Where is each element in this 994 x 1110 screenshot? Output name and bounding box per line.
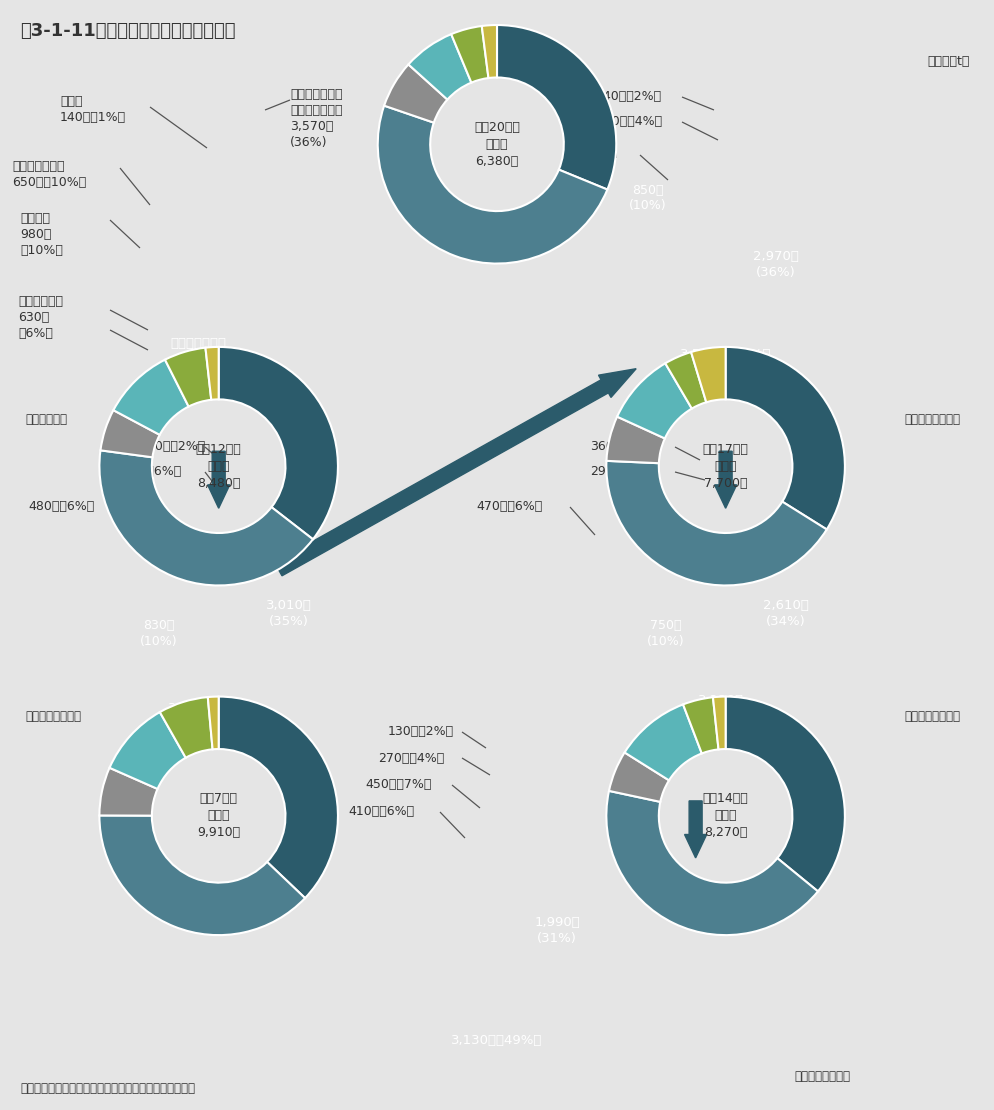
Text: 資料：国土交通省: 資料：国土交通省 <box>904 710 960 723</box>
Text: 340万（4%）: 340万（4%） <box>596 115 662 128</box>
Text: 2,970万
(36%): 2,970万 (36%) <box>752 250 798 279</box>
Wedge shape <box>206 347 219 400</box>
Text: 470万（6%）: 470万（6%） <box>476 500 543 513</box>
Text: 平成12年度
全国計
8,480万: 平成12年度 全国計 8,480万 <box>196 443 242 490</box>
Text: 建設汚泥
980万
（10%）: 建設汚泥 980万 （10%） <box>20 212 63 258</box>
Text: 3,510万（42%）: 3,510万（42%） <box>680 347 771 361</box>
Wedge shape <box>113 360 189 435</box>
Wedge shape <box>409 34 471 100</box>
Text: 平成20年度
全国計
6,380万: 平成20年度 全国計 6,380万 <box>474 121 520 168</box>
Wedge shape <box>606 461 827 585</box>
Wedge shape <box>726 697 845 891</box>
Wedge shape <box>609 753 669 801</box>
Text: 270万（4%）: 270万（4%） <box>378 751 444 765</box>
Wedge shape <box>160 697 213 758</box>
Text: 450万（7%）: 450万（7%） <box>365 778 431 791</box>
Text: 3,530万（41%）: 3,530万（41%） <box>168 703 259 715</box>
Wedge shape <box>497 26 616 190</box>
Wedge shape <box>691 347 726 402</box>
Wedge shape <box>99 768 157 816</box>
Text: 平成14年度
全国計
8,270万: 平成14年度 全国計 8,270万 <box>703 793 748 839</box>
Text: 460万
(6%): 460万 (6%) <box>586 147 617 174</box>
Text: （単位：t）: （単位：t） <box>927 56 970 68</box>
Text: 資料：建設省: 資料：建設省 <box>25 413 67 426</box>
Text: 資料：国土交通省: 資料：国土交通省 <box>904 413 960 426</box>
Polygon shape <box>715 452 737 508</box>
Text: 480万（6%）: 480万（6%） <box>115 465 181 478</box>
Text: 建設発生木材
630万
（6%）: 建設発生木材 630万 （6%） <box>18 295 63 340</box>
Text: 150万（2%）: 150万（2%） <box>140 440 206 453</box>
Text: 資料：国土交通省: 資料：国土交通省 <box>25 710 81 723</box>
Wedge shape <box>100 411 160 457</box>
Wedge shape <box>726 347 845 529</box>
Text: 平成17年度
全国計
7,700万: 平成17年度 全国計 7,700万 <box>703 443 748 490</box>
Text: 140万（2%）: 140万（2%） <box>596 90 662 103</box>
Wedge shape <box>109 713 186 789</box>
Wedge shape <box>99 816 305 935</box>
Text: 2,610万
(34%): 2,610万 (34%) <box>762 599 808 628</box>
Text: 3,220万
(41%): 3,220万 (41%) <box>698 694 744 724</box>
Wedge shape <box>208 697 219 749</box>
Polygon shape <box>685 801 707 858</box>
Text: 750万
(10%): 750万 (10%) <box>647 619 685 648</box>
Text: 1,990万
(31%): 1,990万 (31%) <box>534 916 580 946</box>
Text: 平成7年度
全国計
9,910万: 平成7年度 全国計 9,910万 <box>197 793 241 839</box>
Wedge shape <box>219 347 338 539</box>
Text: 830万
(10%): 830万 (10%) <box>140 619 178 648</box>
Text: アスファルト・
コンクリート塊
3,570万
(36%): アスファルト・ コンクリート塊 3,570万 (36%) <box>290 88 343 149</box>
Wedge shape <box>378 105 607 263</box>
Wedge shape <box>617 363 692 438</box>
Text: その他
140万（1%）: その他 140万（1%） <box>60 95 126 124</box>
Text: 資料：国土交通省: 資料：国土交通省 <box>794 1070 850 1083</box>
Text: 130万（2%）: 130万（2%） <box>388 725 454 738</box>
Wedge shape <box>99 451 313 585</box>
Wedge shape <box>384 64 447 123</box>
Text: 3,010万
(35%): 3,010万 (35%) <box>265 599 311 628</box>
Wedge shape <box>219 697 338 898</box>
Text: 850万
(10%): 850万 (10%) <box>629 183 667 212</box>
Wedge shape <box>482 26 497 78</box>
Polygon shape <box>274 369 636 576</box>
Wedge shape <box>606 791 818 935</box>
Wedge shape <box>713 697 726 749</box>
Wedge shape <box>683 697 719 754</box>
Text: 360万（5%）: 360万（5%） <box>590 440 656 453</box>
Text: 建設混合廃棄物
650万（10%）: 建設混合廃棄物 650万（10%） <box>12 160 86 189</box>
Text: 410万（6%）: 410万（6%） <box>348 805 414 818</box>
Text: 290万（4%）: 290万（4%） <box>590 465 656 478</box>
Text: 480万（6%）: 480万（6%） <box>28 500 94 513</box>
Text: コンクリート塊
3,650万
(37%): コンクリート塊 3,650万 (37%) <box>171 336 227 382</box>
Wedge shape <box>606 416 665 463</box>
Wedge shape <box>451 26 488 82</box>
Text: 3,130万（49%）: 3,130万（49%） <box>451 1035 543 1047</box>
Wedge shape <box>624 705 702 780</box>
Polygon shape <box>208 452 230 508</box>
Text: 注：四捨五入の関係上、合計値と合わない場合がある。: 注：四捨五入の関係上、合計値と合わない場合がある。 <box>20 1082 195 1094</box>
Wedge shape <box>165 347 212 406</box>
Text: 図3-1-11　建設廃棄物の種類別排出量: 図3-1-11 建設廃棄物の種類別排出量 <box>20 22 236 40</box>
Wedge shape <box>665 352 707 408</box>
